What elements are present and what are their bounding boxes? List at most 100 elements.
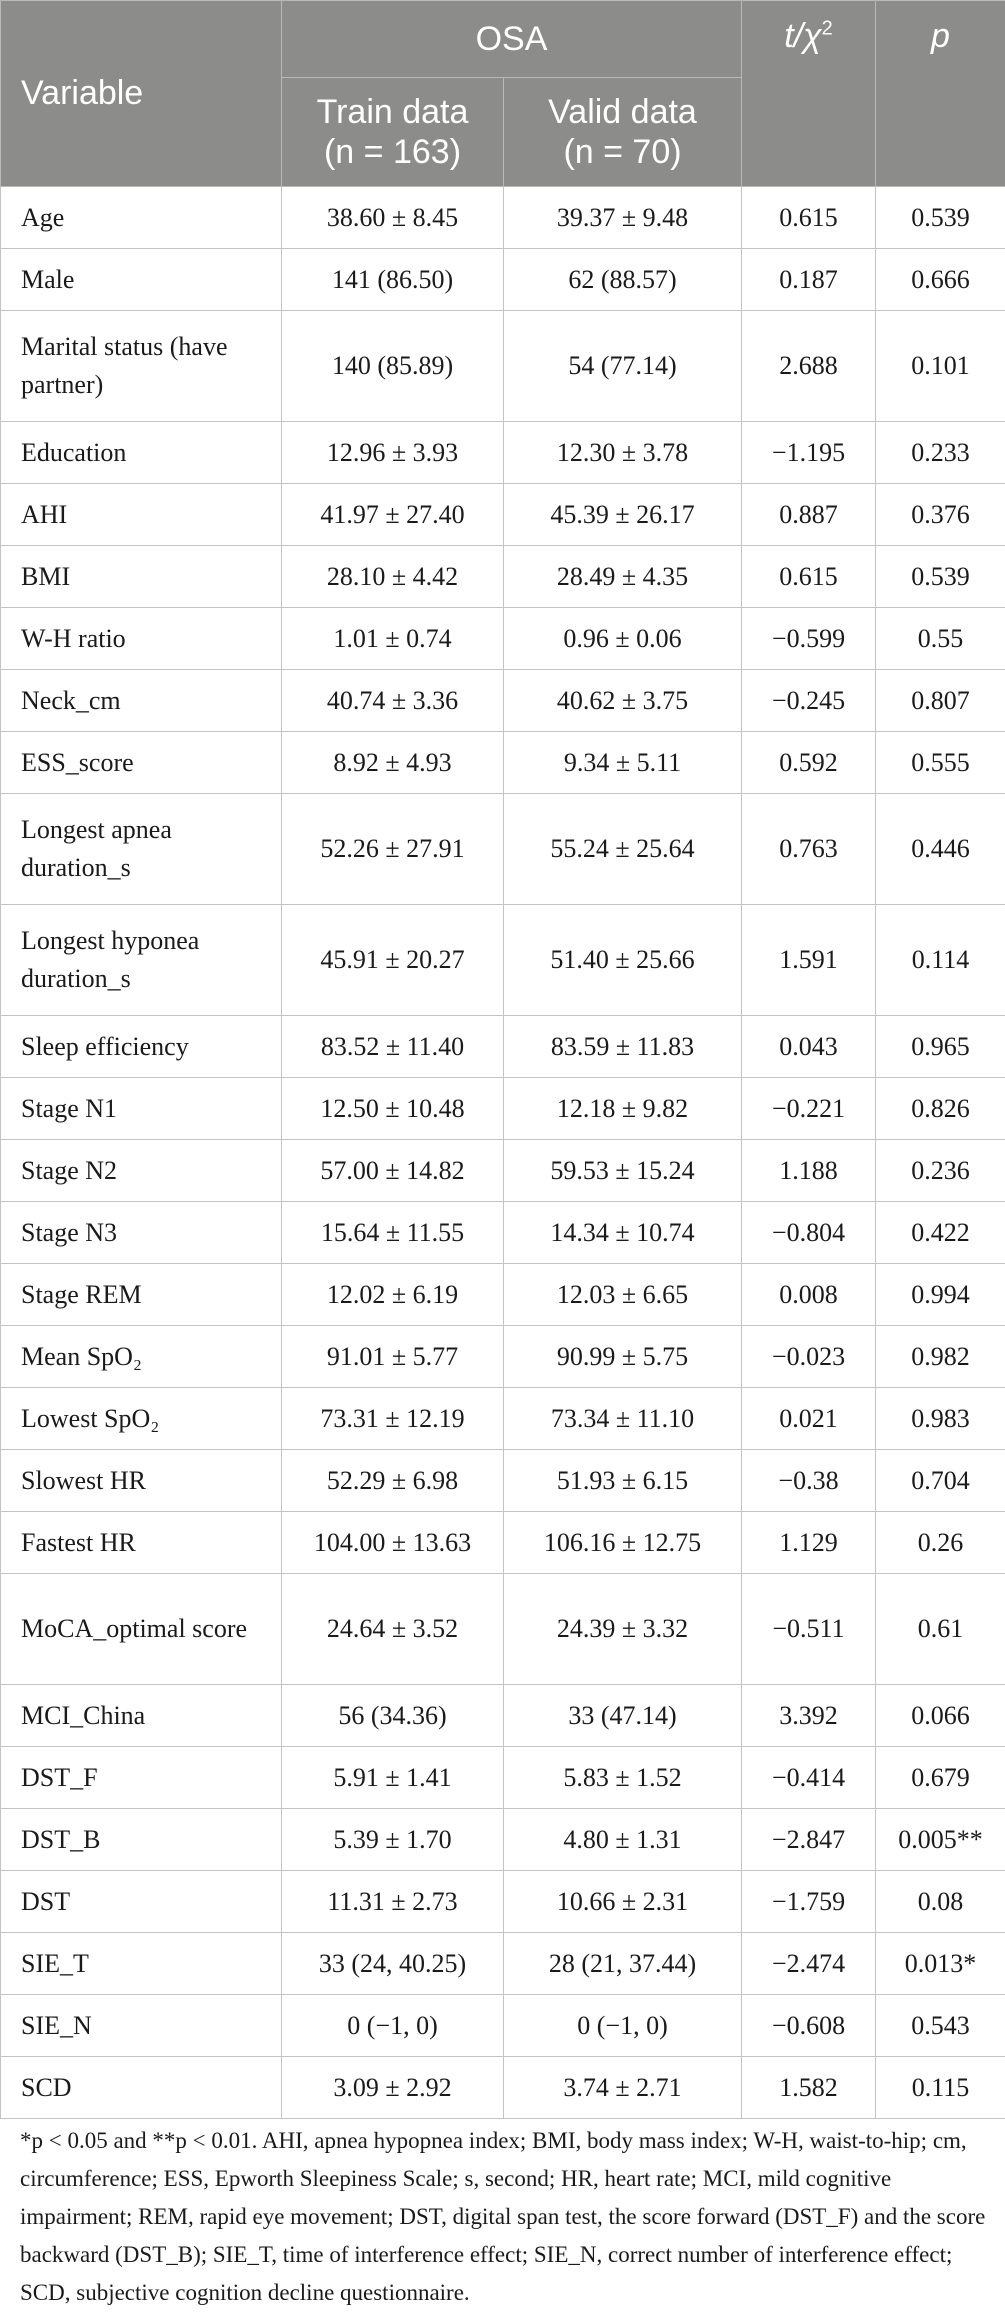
cell-stat: −1.759 [741, 1870, 876, 1933]
cell-valid: 14.34 ± 10.74 [503, 1201, 742, 1264]
cell-valid: 3.74 ± 2.71 [503, 2056, 742, 2119]
table-row: DST_F 5.91 ± 1.41 5.83 ± 1.52 −0.414 0.679 [0, 1746, 1005, 1809]
cell-variable: DST [0, 1870, 282, 1933]
cell-valid: 55.24 ± 25.64 [503, 793, 742, 905]
cell-p: 0.555 [875, 731, 1005, 794]
cell-stat: 0.592 [741, 731, 876, 794]
cell-p: 0.101 [875, 310, 1005, 422]
cell-variable: SCD [0, 2056, 282, 2119]
cell-stat: −0.38 [741, 1449, 876, 1512]
cell-train: 83.52 ± 11.40 [281, 1015, 504, 1078]
cell-p: 0.114 [875, 904, 1005, 1016]
table-row: ESS_score 8.92 ± 4.93 9.34 ± 5.11 0.592 0.55… [0, 731, 1005, 794]
cell-stat: −0.414 [741, 1746, 876, 1809]
cell-p: 0.422 [875, 1201, 1005, 1264]
cell-train: 41.97 ± 27.40 [281, 483, 504, 546]
cell-p: 0.233 [875, 421, 1005, 484]
cell-p: 0.539 [875, 545, 1005, 608]
cell-variable: AHI [0, 483, 282, 546]
cell-train: 38.60 ± 8.45 [281, 186, 504, 249]
cell-train: 0 (−1, 0) [281, 1994, 504, 2057]
table-row: DST_B 5.39 ± 1.70 4.80 ± 1.31 −2.847 0.005** [0, 1808, 1005, 1871]
cell-train: 40.74 ± 3.36 [281, 669, 504, 732]
cell-stat: −0.599 [741, 607, 876, 670]
cell-train: 28.10 ± 4.42 [281, 545, 504, 608]
cell-train: 3.09 ± 2.92 [281, 2056, 504, 2119]
table-row: MCI_China 56 (34.36) 33 (47.14) 3.392 0.066 [0, 1684, 1005, 1747]
cell-train: 24.64 ± 3.52 [281, 1573, 504, 1685]
cell-valid: 90.99 ± 5.75 [503, 1325, 742, 1388]
table-row: Longest hyponea duration_s 45.91 ± 20.27 5… [0, 904, 1005, 1016]
table-row: W-H ratio 1.01 ± 0.74 0.96 ± 0.06 −0.599 0.5… [0, 607, 1005, 670]
cell-stat: 0.615 [741, 545, 876, 608]
cell-variable: ESS_score [0, 731, 282, 794]
cell-variable: MCI_China [0, 1684, 282, 1747]
cell-valid: 83.59 ± 11.83 [503, 1015, 742, 1078]
cell-variable: Stage N3 [0, 1201, 282, 1264]
table-row: Stage N1 12.50 ± 10.48 12.18 ± 9.82 −0.221 0… [0, 1077, 1005, 1140]
cell-valid: 51.40 ± 25.66 [503, 904, 742, 1016]
header-stat: t/χ2 [741, 0, 876, 187]
table-row: BMI 28.10 ± 4.42 28.49 ± 4.35 0.615 0.539 [0, 545, 1005, 608]
table-row: AHI 41.97 ± 27.40 45.39 ± 26.17 0.887 0.376 [0, 483, 1005, 546]
table-row: Neck_cm 40.74 ± 3.36 40.62 ± 3.75 −0.245 0.8… [0, 669, 1005, 732]
cell-stat: 0.763 [741, 793, 876, 905]
cell-valid: 40.62 ± 3.75 [503, 669, 742, 732]
cell-p: 0.26 [875, 1511, 1005, 1574]
cell-train: 52.26 ± 27.91 [281, 793, 504, 905]
cell-train: 5.39 ± 1.70 [281, 1808, 504, 1871]
table-row: SIE_T 33 (24, 40.25) 28 (21, 37.44) −2.474 0… [0, 1932, 1005, 1995]
cell-p: 0.965 [875, 1015, 1005, 1078]
cell-stat: −0.511 [741, 1573, 876, 1685]
table-row: Sleep efficiency 83.52 ± 11.40 83.59 ± 11.… [0, 1015, 1005, 1078]
cell-valid: 12.30 ± 3.78 [503, 421, 742, 484]
cell-stat: −0.804 [741, 1201, 876, 1264]
cell-valid: 0.96 ± 0.06 [503, 607, 742, 670]
cell-variable: Stage N1 [0, 1077, 282, 1140]
cell-valid: 12.18 ± 9.82 [503, 1077, 742, 1140]
cell-p: 0.005** [875, 1808, 1005, 1871]
cell-train: 11.31 ± 2.73 [281, 1870, 504, 1933]
header-train-label: Train data [316, 93, 469, 131]
cell-variable: SIE_N [0, 1994, 282, 2057]
header-p: p [875, 0, 1005, 187]
table-row: SIE_N 0 (−1, 0) 0 (−1, 0) −0.608 0.543 [0, 1994, 1005, 2057]
cell-variable: Longest apnea duration_s [0, 793, 282, 905]
cell-train: 73.31 ± 12.19 [281, 1387, 504, 1450]
table-row: Fastest HR 104.00 ± 13.63 106.16 ± 12.75 1.… [0, 1511, 1005, 1574]
cell-stat: 0.043 [741, 1015, 876, 1078]
header-stat-sup: 2 [821, 17, 833, 40]
cell-variable: Male [0, 248, 282, 311]
cell-valid: 28.49 ± 4.35 [503, 545, 742, 608]
cell-stat: 3.392 [741, 1684, 876, 1747]
cell-train: 56 (34.36) [281, 1684, 504, 1747]
table-row: Lowest SpO₂ 73.31 ± 12.19 73.34 ± 11.10 0.0… [0, 1387, 1005, 1450]
cell-valid: 62 (88.57) [503, 248, 742, 311]
cell-train: 91.01 ± 5.77 [281, 1325, 504, 1388]
cell-variable: DST_F [0, 1746, 282, 1809]
cell-p: 0.376 [875, 483, 1005, 546]
table-row: Education 12.96 ± 3.93 12.30 ± 3.78 −1.195 0… [0, 421, 1005, 484]
cell-variable: Age [0, 186, 282, 249]
cell-variable: DST_B [0, 1808, 282, 1871]
cell-p: 0.236 [875, 1139, 1005, 1202]
table-body: Age 38.60 ± 8.45 39.37 ± 9.48 0.615 0.539 Mal… [0, 186, 1005, 2119]
table-row: DST 11.31 ± 2.73 10.66 ± 2.31 −1.759 0.08 [0, 1870, 1005, 1933]
cell-valid: 24.39 ± 3.32 [503, 1573, 742, 1685]
cell-train: 12.50 ± 10.48 [281, 1077, 504, 1140]
cell-stat: 2.688 [741, 310, 876, 422]
cell-variable: Slowest HR [0, 1449, 282, 1512]
cell-valid: 5.83 ± 1.52 [503, 1746, 742, 1809]
cell-variable: Education [0, 421, 282, 484]
table-row: MoCA_optimal score 24.64 ± 3.52 24.39 ± 3.… [0, 1573, 1005, 1685]
header-stat-label: t/χ [784, 17, 822, 55]
header-valid: Valid data (n = 70) [503, 77, 742, 187]
cell-p: 0.08 [875, 1870, 1005, 1933]
cell-valid: 12.03 ± 6.65 [503, 1263, 742, 1326]
cell-stat: −2.474 [741, 1932, 876, 1995]
cell-train: 104.00 ± 13.63 [281, 1511, 504, 1574]
cell-p: 0.539 [875, 186, 1005, 249]
cell-train: 45.91 ± 20.27 [281, 904, 504, 1016]
header-valid-n: (n = 70) [563, 133, 682, 171]
cell-variable: BMI [0, 545, 282, 608]
